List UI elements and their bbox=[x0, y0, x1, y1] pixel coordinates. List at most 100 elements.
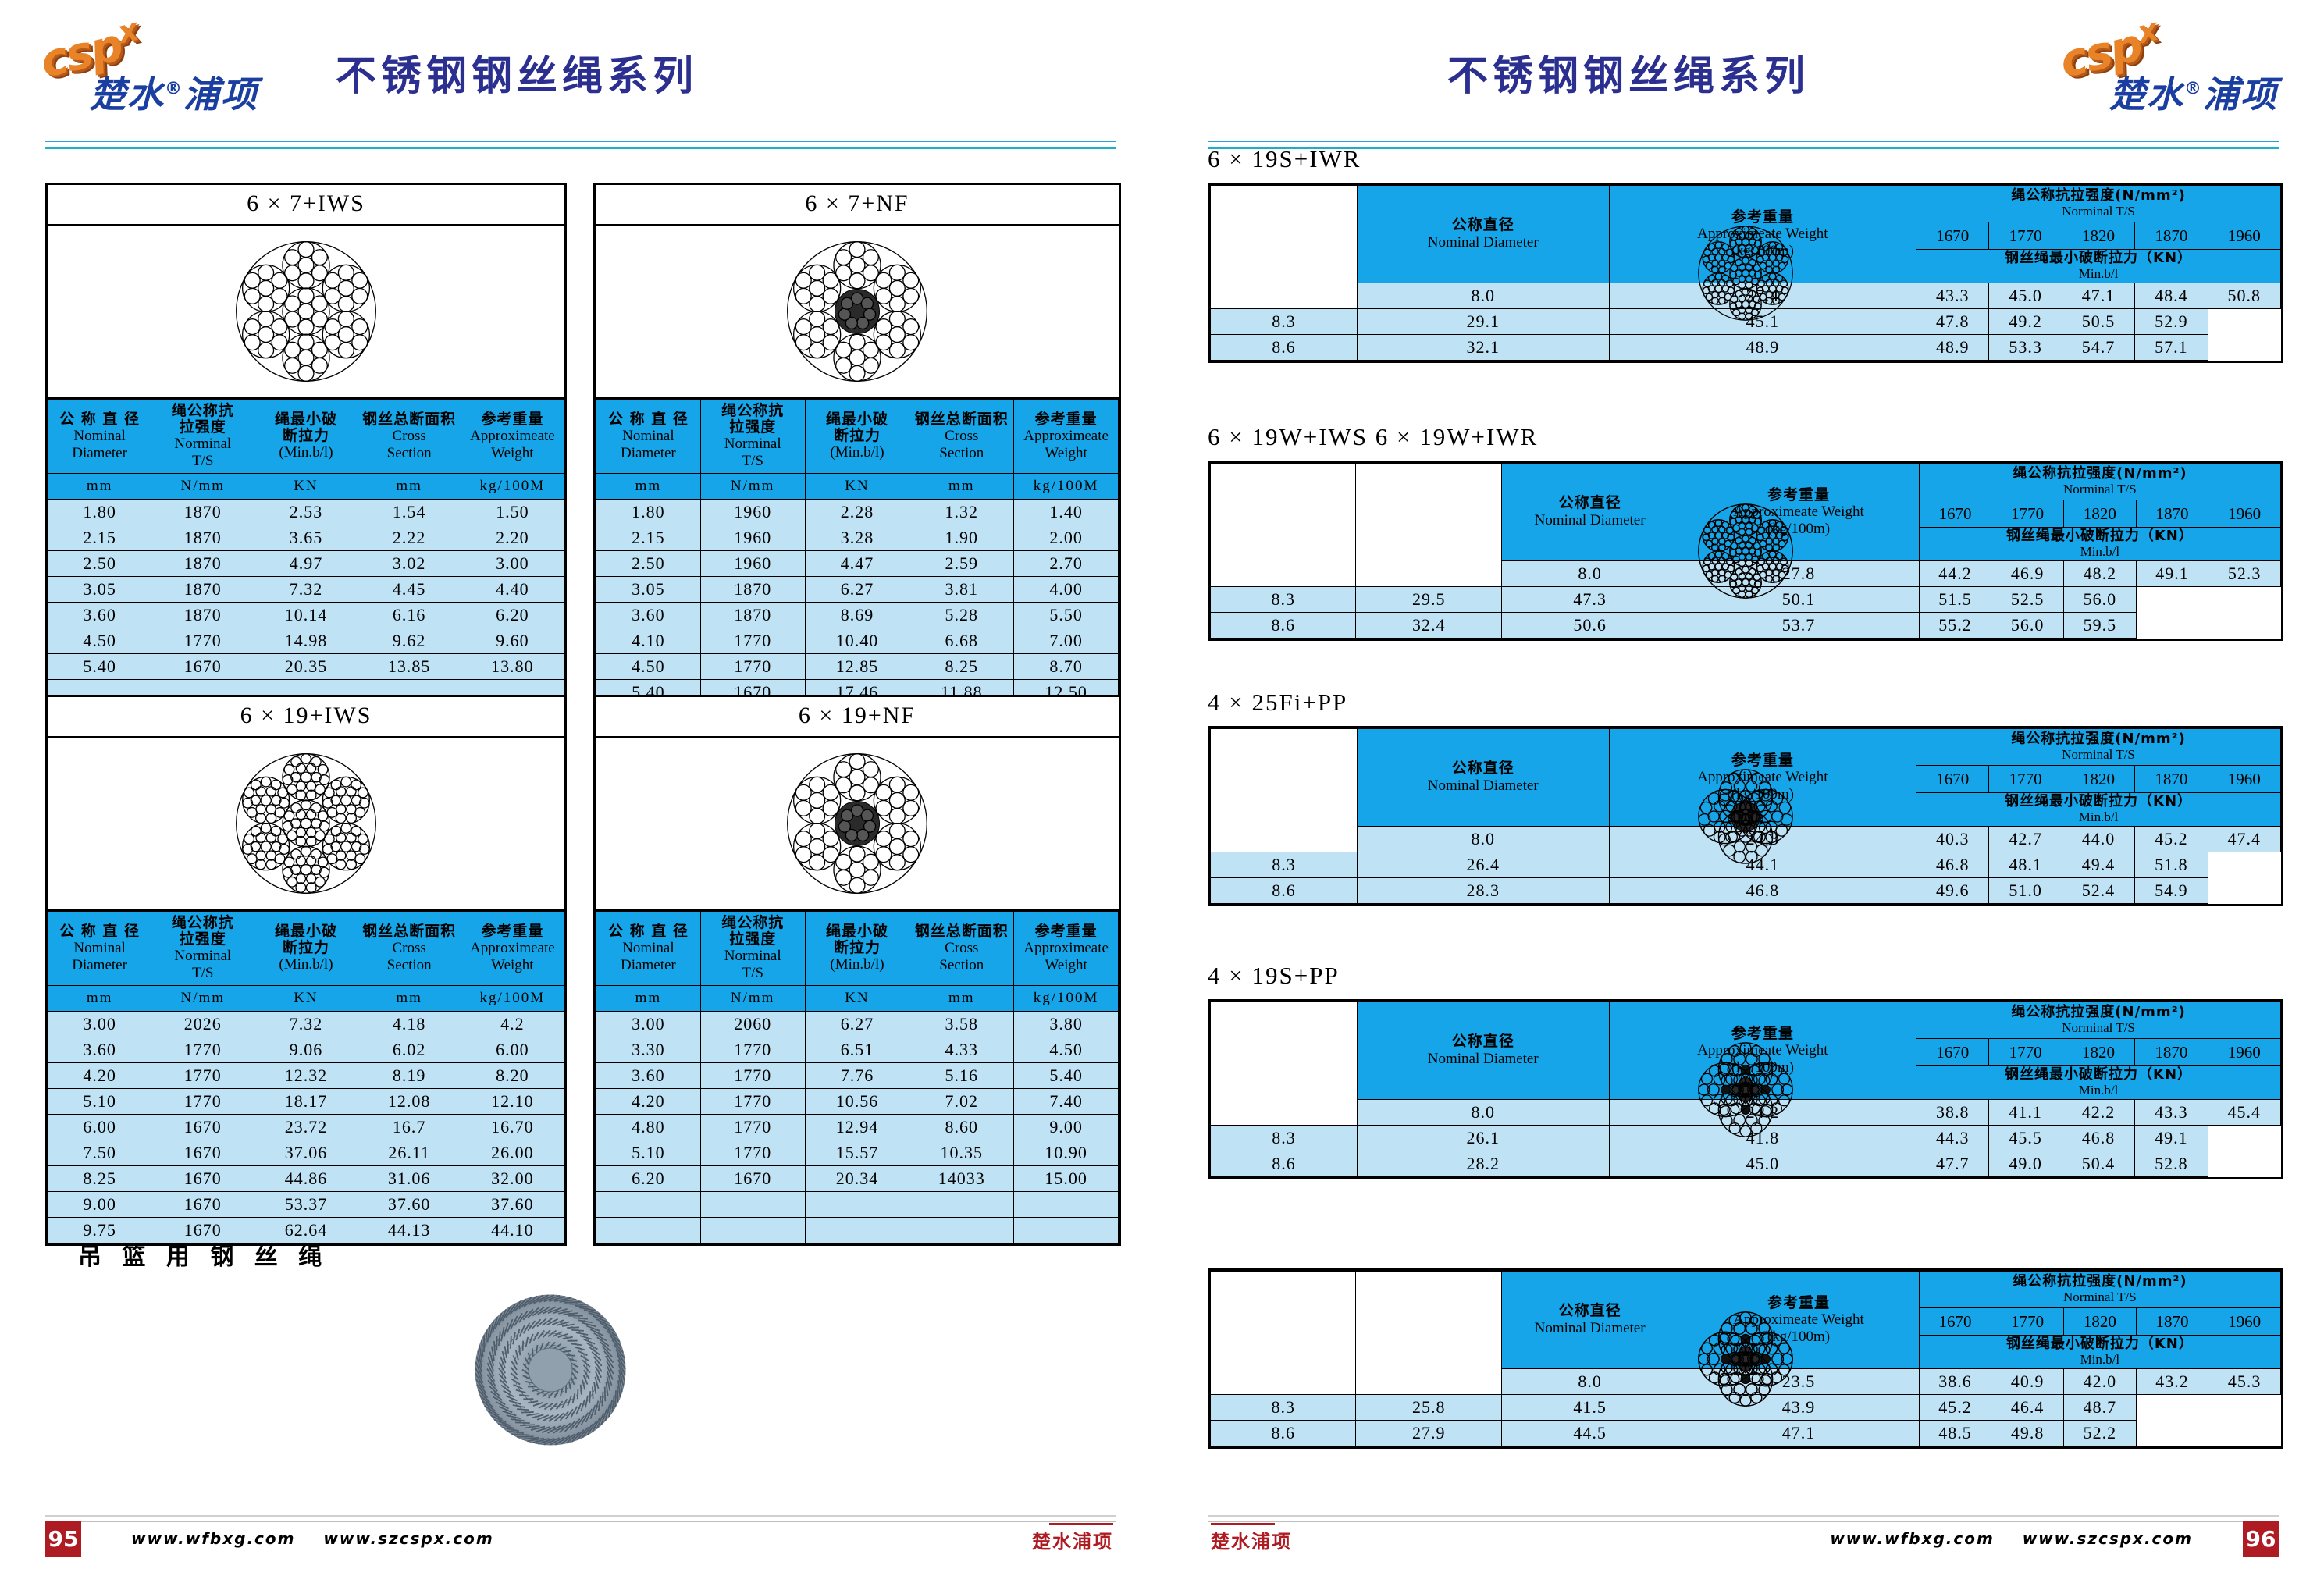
ts-grade-1870: 1870 bbox=[2134, 1038, 2208, 1066]
cell-breaking-load-1960: 50.8 bbox=[2207, 283, 2282, 309]
column-header-breaking-load: 钢丝绳最小破断拉力（KN） Min.b/l bbox=[1916, 792, 2281, 827]
table-cell: 3.60 bbox=[47, 1037, 152, 1063]
column-unit-1: N/mm bbox=[699, 473, 806, 500]
column-unit-4: kg/100M bbox=[1013, 473, 1119, 500]
cell-breaking-load-1870: 50.4 bbox=[2061, 1151, 2136, 1177]
cell-diameter: 8.0 bbox=[1356, 1099, 1610, 1126]
table-cell: 4.97 bbox=[254, 550, 358, 577]
table-cell: 3.00 bbox=[460, 550, 565, 577]
table-cell: 3.60 bbox=[596, 602, 701, 628]
table-row: 5.10 1770 18.17 12.08 12.10 bbox=[47, 1088, 565, 1115]
rope-cross-section-diagram bbox=[48, 226, 564, 399]
table-row: 2.50 1870 4.97 3.02 3.00 bbox=[47, 550, 565, 577]
column-header-2: 绳最小破 断拉力 (Min.b/l) bbox=[804, 399, 910, 474]
table-cell: 9.00 bbox=[1013, 1114, 1119, 1140]
company-logo-right: cspx 楚水®浦项 bbox=[2055, 12, 2289, 121]
cell-breaking-load-1770: 40.9 bbox=[1991, 1368, 2064, 1395]
cell-weight: 25.8 bbox=[1355, 1394, 1502, 1421]
table-cell: 12.85 bbox=[804, 653, 910, 680]
column-header-4: 参考重量 Approximeate Weight bbox=[460, 911, 565, 986]
column-header-diameter: 公称直径 Nominal Diameter bbox=[1356, 1001, 1610, 1100]
cell-breaking-load-1770: 47.1 bbox=[1678, 1420, 1920, 1446]
table-cell: 8.20 bbox=[460, 1062, 565, 1089]
table-cell: 44.86 bbox=[254, 1165, 358, 1192]
page-title-left: 不锈钢钢丝绳系列 bbox=[336, 53, 699, 100]
column-header-diameter: 公称直径 Nominal Diameter bbox=[1500, 1271, 1679, 1369]
column-unit-3: mm bbox=[909, 985, 1015, 1012]
page-footer-left: 95 www.wfbxg.com www.szcspx.com 楚水浦项 bbox=[45, 1515, 1116, 1559]
table-cell: 3.65 bbox=[254, 525, 358, 551]
cell-diameter: 8.3 bbox=[1209, 1394, 1357, 1421]
cell-breaking-load-1960: 48.7 bbox=[2063, 1394, 2137, 1421]
table-cell: 1870 bbox=[699, 602, 806, 628]
column-unit-3: mm bbox=[357, 985, 461, 1012]
cell-breaking-load-1670: 44.5 bbox=[1500, 1420, 1679, 1446]
table-cell: 4.33 bbox=[909, 1037, 1015, 1063]
table-cell: 37.60 bbox=[460, 1191, 565, 1218]
table-cell: 7.32 bbox=[254, 1011, 358, 1037]
page-header-left: cspx 楚水®浦项 不锈钢钢丝绳系列 bbox=[0, 0, 1162, 168]
footer-brand-underline-right bbox=[1211, 1523, 1275, 1525]
column-header-weight: 参考重量 Approximeate Weight (kg/100m) bbox=[1608, 185, 1917, 283]
column-unit-2: KN bbox=[254, 985, 358, 1012]
column-header-4: 参考重量 Approximeate Weight bbox=[1013, 911, 1119, 986]
ts-grade-1960: 1960 bbox=[2208, 1307, 2281, 1336]
table-cell: 6.20 bbox=[596, 1165, 701, 1192]
cell-breaking-load-1770: 45.0 bbox=[1988, 283, 2062, 309]
table-title: 6 × 7+IWS bbox=[48, 185, 564, 226]
rope-cross-section-diagram bbox=[596, 738, 1119, 911]
footer-urls-right[interactable]: www.wfbxg.com www.szcspx.com bbox=[1830, 1529, 2193, 1548]
cell-breaking-load-1820: 51.5 bbox=[1918, 586, 1992, 613]
table-cell: 26.00 bbox=[460, 1140, 565, 1166]
rope-cross-section-diagram bbox=[1210, 728, 1793, 864]
table-title: 6 × 19+NF bbox=[596, 697, 1119, 738]
cell-breaking-load-1870: 49.8 bbox=[1991, 1420, 2064, 1446]
table-cell: 10.14 bbox=[254, 602, 358, 628]
column-header-3: 钢丝总断面积 Cross Section bbox=[357, 399, 461, 474]
table-cell: 6.00 bbox=[47, 1114, 152, 1140]
table-cell: 4.00 bbox=[1013, 576, 1119, 603]
table-cell: 1870 bbox=[151, 550, 255, 577]
cell-breaking-load-1820: 45.5 bbox=[1988, 1125, 2062, 1151]
table-cell: 1770 bbox=[699, 653, 806, 680]
table-cell: 12.32 bbox=[254, 1062, 358, 1089]
column-unit-0: mm bbox=[596, 985, 701, 1012]
table-row: 4.20 1770 10.56 7.02 7.40 bbox=[596, 1088, 1119, 1115]
ts-grade-1670: 1670 bbox=[1916, 222, 1990, 250]
table-cell: 4.80 bbox=[596, 1114, 701, 1140]
column-header-0: 公 称 直 径 Nominal Diameter bbox=[47, 399, 152, 474]
rope-cross-section-diagram bbox=[1355, 1271, 1793, 1407]
cell-breaking-load-1770: 46.9 bbox=[1991, 560, 2064, 587]
footer-brand-right: 楚水浦项 bbox=[1211, 1531, 1292, 1553]
cell-breaking-load-1670: 44.1 bbox=[1608, 852, 1917, 878]
table-cell: 7.32 bbox=[254, 576, 358, 603]
column-header-3: 钢丝总断面积 Cross Section bbox=[909, 911, 1015, 986]
table-row: 3.30 1770 6.51 4.33 4.50 bbox=[596, 1037, 1119, 1063]
cell-weight: 28.3 bbox=[1356, 877, 1610, 904]
ts-grade-1670: 1670 bbox=[1918, 500, 1992, 528]
table-row: 4.20 1770 12.32 8.19 8.20 bbox=[47, 1062, 565, 1089]
table-row: 6.20 1670 20.34 14033 15.00 bbox=[596, 1165, 1119, 1192]
table-cell: 15.57 bbox=[804, 1140, 910, 1166]
cell-breaking-load-1770: 53.7 bbox=[1678, 612, 1920, 639]
cell-breaking-load-1960: 52.2 bbox=[2063, 1420, 2137, 1446]
table-row: 8.6 28.2 45.0 47.7 49.0 50.4 52.8 bbox=[1210, 1151, 2281, 1177]
table-cell bbox=[1013, 1217, 1119, 1243]
column-header-3: 钢丝总断面积 Cross Section bbox=[357, 911, 461, 986]
rope-type-label: 6 × 19S+IWR bbox=[1208, 145, 1361, 173]
table-row: 3.60 1770 9.06 6.02 6.00 bbox=[47, 1037, 565, 1063]
table-cell: 1770 bbox=[699, 1088, 806, 1115]
cell-breaking-load-1870: 56.0 bbox=[1991, 612, 2064, 639]
table-cell: 2.53 bbox=[254, 499, 358, 525]
table-cell: 2.22 bbox=[357, 525, 461, 551]
rope-type-label: 4 × 19S+PP bbox=[1208, 962, 1340, 989]
table-row: 2.15 1960 3.28 1.90 2.00 bbox=[596, 525, 1119, 551]
cell-breaking-load-1960: 52.9 bbox=[2134, 308, 2208, 335]
column-unit-4: kg/100M bbox=[1013, 985, 1119, 1012]
footer-urls-left[interactable]: www.wfbxg.com www.szcspx.com bbox=[131, 1529, 494, 1548]
table-cell: 5.28 bbox=[909, 602, 1015, 628]
table-cell: 1770 bbox=[699, 1114, 806, 1140]
table-cell: 12.10 bbox=[460, 1088, 565, 1115]
column-header-tensile-strength: 绳公称抗拉强度(N/mm²) Norminal T/S bbox=[1916, 185, 2281, 222]
cell-breaking-load-1870: 54.7 bbox=[2061, 334, 2136, 361]
